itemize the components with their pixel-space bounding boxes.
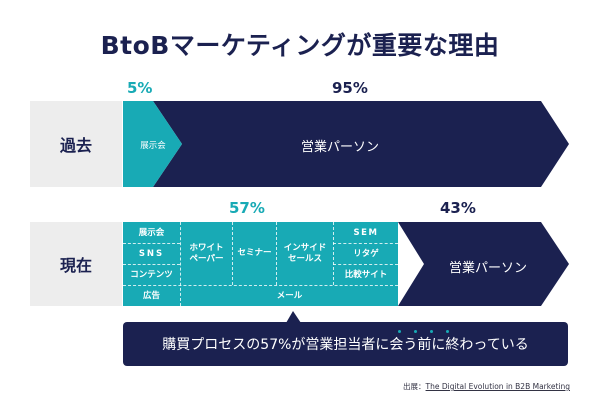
row-label-present: 現在 bbox=[30, 222, 122, 306]
present-retargeting: リタゲ bbox=[353, 248, 379, 259]
present-teal-percent: 57% bbox=[229, 199, 265, 217]
past-navy-arrow bbox=[153, 101, 569, 187]
grid-divider bbox=[123, 243, 180, 244]
present-sem: SEM bbox=[353, 227, 379, 238]
grid-divider bbox=[276, 222, 277, 285]
row-label-past-text: 過去 bbox=[59, 136, 92, 155]
present-exhibition: 展示会 bbox=[138, 227, 165, 238]
source-citation: 出展：The Digital Evolution in B2B Marketin… bbox=[403, 381, 570, 392]
past-exhibition-label: 展示会 bbox=[140, 141, 166, 151]
grid-divider bbox=[232, 222, 233, 285]
conclusion-note-text: 購買プロセスの57%が営業担当者に会う前に終わっている bbox=[162, 337, 529, 353]
present-whitepaper-line2: ペーパー bbox=[189, 253, 224, 264]
grid-divider bbox=[333, 264, 398, 265]
present-seminar: セミナー bbox=[237, 248, 272, 259]
present-navy-arrow bbox=[398, 222, 569, 306]
past-teal-segment bbox=[123, 101, 153, 187]
grid-divider bbox=[123, 264, 180, 265]
present-content: コンテンツ bbox=[130, 269, 173, 280]
past-teal-percent: 5% bbox=[127, 79, 153, 97]
present-inside-sales-line2: セールス bbox=[287, 253, 322, 264]
grid-divider bbox=[333, 222, 334, 285]
present-comparison-site: 比較サイト bbox=[344, 269, 388, 280]
present-whitepaper: ホワイト ペーパー bbox=[181, 222, 232, 285]
page-title: BtoBマーケティングが重要な理由 bbox=[100, 31, 500, 60]
note-pointer bbox=[286, 311, 301, 323]
present-inside-sales: インサイド セールス bbox=[277, 222, 333, 285]
present-whitepaper-line1: ホワイト bbox=[189, 242, 224, 253]
grid-divider bbox=[333, 243, 398, 244]
conclusion-note: 購買プロセスの57%が営業担当者に会う前に終わっている bbox=[123, 322, 568, 366]
grid-divider bbox=[180, 222, 181, 306]
present-ad: 広告 bbox=[142, 290, 160, 301]
emphasis-dot bbox=[398, 330, 401, 333]
emphasis-dot bbox=[414, 330, 417, 333]
row-label-past: 過去 bbox=[30, 101, 122, 187]
present-navy-percent: 43% bbox=[440, 199, 476, 217]
source-prefix: 出展： bbox=[403, 382, 426, 391]
present-inside-sales-line1: インサイド bbox=[283, 242, 327, 253]
row-label-present-text: 現在 bbox=[59, 256, 92, 275]
present-sns: SNS bbox=[138, 248, 165, 259]
present-salesperson-label: 営業パーソン bbox=[448, 261, 527, 276]
emphasis-dot bbox=[446, 330, 449, 333]
grid-divider bbox=[123, 285, 398, 286]
present-email: メール bbox=[276, 290, 303, 301]
emphasis-dot bbox=[430, 330, 433, 333]
past-salesperson-label: 営業パーソン bbox=[300, 140, 379, 155]
source-link[interactable]: The Digital Evolution in B2B Marketing bbox=[425, 382, 570, 391]
past-navy-percent: 95% bbox=[332, 79, 368, 97]
